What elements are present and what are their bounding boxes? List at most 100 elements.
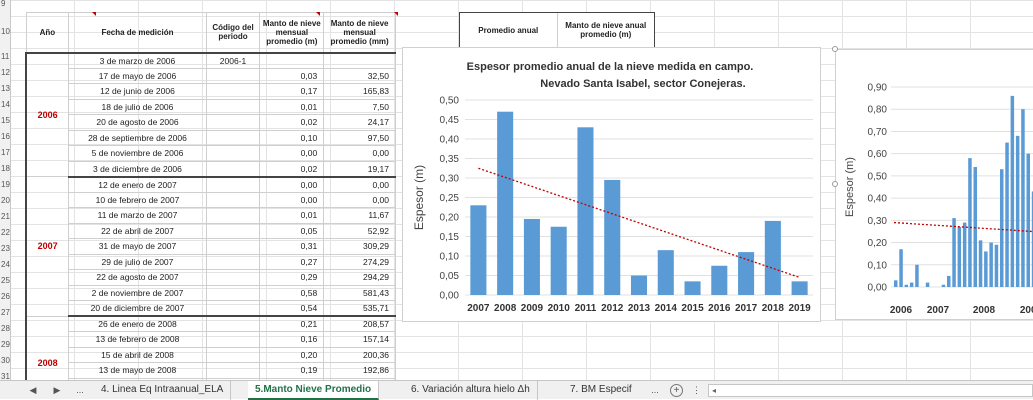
row-number[interactable]: 27 [1,308,10,317]
monthly-mm-cell[interactable]: 200,36 [323,346,396,363]
scroll-left-icon[interactable]: ◂ [712,386,717,395]
comment-indicator[interactable] [92,12,96,16]
date-cell[interactable]: 28 de septiembre de 2006 [68,129,207,146]
period-code-cell[interactable] [205,315,261,332]
monthly-mm-cell[interactable]: 274,29 [323,253,396,270]
monthly-mm-cell[interactable]: 0,00 [323,145,396,162]
period-code-cell[interactable] [205,284,261,301]
row-number[interactable]: 15 [1,116,10,125]
monthly-mm-cell[interactable]: 0,00 [323,191,396,208]
period-code-cell[interactable] [205,98,261,115]
header-annual-snow[interactable]: Manto de nieve anual promedio (m) [556,13,655,47]
spreadsheet-area[interactable]: 9 10 11 12 13 14 15 16 17 18 19 20 21 22 23 24 25 26 27 28 2… [0,0,1033,380]
period-code-cell[interactable] [205,331,261,348]
tab-splitter-handle[interactable]: ⋮ [692,385,701,395]
header-period-code[interactable]: Código del periodo [205,12,261,54]
date-cell[interactable]: 10 de febrero de 2007 [68,191,207,208]
monthly-m-cell[interactable]: 0,16 [259,331,325,348]
tab-bm-especif[interactable]: 7. BM Especif [570,384,632,395]
period-code-cell[interactable] [205,300,261,317]
row-number[interactable]: 30 [1,356,10,365]
period-code-cell[interactable] [205,253,261,270]
monthly-mm-cell[interactable]: 24,17 [323,114,396,131]
monthly-m-cell[interactable]: 0,02 [259,160,325,178]
monthly-mm-cell[interactable]: 309,29 [323,238,396,255]
year-cell[interactable]: 2008 [25,315,70,380]
year-cell[interactable]: 2006 [25,52,70,177]
date-cell[interactable]: 17 de mayo de 2006 [68,67,207,84]
monthly-m-cell[interactable]: 0,27 [259,253,325,270]
monthly-mm-cell[interactable]: 32,50 [323,67,396,84]
horizontal-scrollbar[interactable]: ◂ [708,384,1033,397]
header-annual-average[interactable]: Promedio anual [478,25,539,35]
row-number[interactable]: 23 [1,244,10,253]
row-number[interactable]: 9 [1,0,6,8]
date-cell[interactable]: 11 de marzo de 2007 [68,207,207,224]
row-number[interactable]: 11 [1,52,10,61]
header-date[interactable]: Fecha de medición [68,12,207,54]
monthly-m-cell[interactable]: 0,00 [259,145,325,162]
more-tabs-button[interactable]: ... [76,385,84,395]
monthly-mm-cell[interactable]: 165,83 [323,83,396,100]
date-cell[interactable]: 20 de diciembre de 2007 [68,300,207,317]
row-number[interactable]: 16 [1,132,10,141]
resize-handle[interactable] [832,181,838,187]
period-code-cell[interactable] [205,362,261,379]
monthly-m-cell[interactable]: 0,05 [259,222,325,239]
date-cell[interactable]: 13 de mayo de 2008 [68,362,207,379]
row-number[interactable]: 28 [1,324,10,333]
monthly-m-cell[interactable]: 0,01 [259,98,325,115]
date-cell[interactable]: 29 de julio de 2007 [68,253,207,270]
row-number[interactable]: 19 [1,180,10,189]
monthly-mm-cell[interactable]: 7,50 [323,98,396,115]
monthly-m-cell[interactable]: 0,00 [259,191,325,208]
period-code-cell[interactable]: 2006-1 [205,52,261,69]
row-number[interactable]: 22 [1,228,10,237]
period-code-cell[interactable] [205,207,261,224]
date-cell[interactable]: 31 de mayo de 2007 [68,238,207,255]
period-code-cell[interactable] [205,83,261,100]
date-cell[interactable]: 20 de agosto de 2006 [68,114,207,131]
monthly-m-cell[interactable]: 0,17 [259,83,325,100]
date-cell[interactable]: 13 de febrero de 2008 [68,331,207,348]
row-number[interactable]: 20 [1,196,10,205]
year-cell[interactable]: 2007 [25,176,70,317]
monthly-mm-cell[interactable]: 11,67 [323,207,396,224]
monthly-snow-chart[interactable]: 0,00 0,10 0,20 0,30 0,40 0,50 0,60 0,70 0,80 0,90… [835,49,1033,320]
row-number[interactable]: 18 [1,164,10,173]
monthly-m-cell[interactable]: 0,20 [259,346,325,363]
date-cell[interactable]: 26 de enero de 2008 [68,315,207,332]
monthly-mm-cell[interactable]: 535,71 [323,300,396,317]
monthly-mm-cell[interactable]: 208,57 [323,315,396,332]
row-number[interactable]: 17 [1,148,10,157]
monthly-mm-cell[interactable]: 294,29 [323,269,396,286]
add-sheet-button[interactable]: + [670,384,683,397]
period-code-cell[interactable] [205,176,261,193]
resize-handle[interactable] [832,46,838,52]
monthly-m-cell[interactable]: 0,19 [259,362,325,379]
monthly-m-cell[interactable]: 0,10 [259,129,325,146]
date-cell[interactable]: 5 de noviembre de 2006 [68,145,207,162]
date-cell[interactable]: 22 de abril de 2007 [68,222,207,239]
date-cell[interactable]: 12 de junio de 2006 [68,83,207,100]
monthly-m-cell[interactable]: 0,58 [259,284,325,301]
monthly-m-cell[interactable]: 0,01 [259,207,325,224]
date-cell[interactable]: 3 de marzo de 2006 [68,52,207,69]
monthly-m-cell[interactable]: 0,31 [259,238,325,255]
monthly-m-cell[interactable]: 0,54 [259,300,325,317]
monthly-mm-cell[interactable]: 192,86 [323,362,396,379]
date-cell[interactable]: 18 de junio de 2008 [68,377,207,380]
monthly-mm-cell[interactable]: 530,71 [323,377,396,380]
row-number[interactable]: 12 [1,68,10,77]
period-code-cell[interactable] [205,145,261,162]
period-code-cell[interactable] [205,129,261,146]
tab-scroll-right-button[interactable]: ▶ [53,385,61,395]
date-cell[interactable]: 18 de julio de 2006 [68,98,207,115]
row-number[interactable]: 31 [1,372,10,380]
monthly-m-cell[interactable]: 0,29 [259,269,325,286]
more-tabs-right-button[interactable]: ... [651,385,659,395]
period-code-cell[interactable] [205,346,261,363]
monthly-m-cell[interactable]: 0,00 [259,176,325,193]
tab-linea-eq[interactable]: 4. Linea Eq Intraanual_ELA [94,381,232,400]
row-number[interactable]: 10 [1,27,10,36]
